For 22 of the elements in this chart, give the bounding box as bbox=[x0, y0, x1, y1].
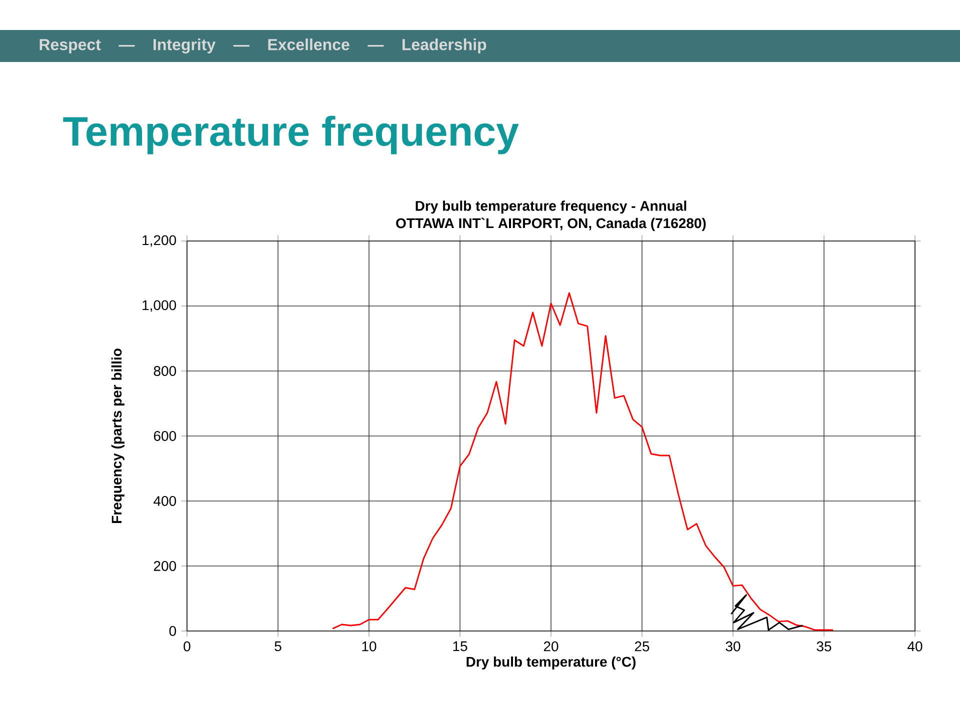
y-tick-label: 400 bbox=[154, 496, 176, 506]
x-tick-label: 10 bbox=[362, 641, 376, 652]
y-axis-title: Frequency (parts per billio bbox=[111, 348, 124, 523]
x-tick-label: 15 bbox=[453, 641, 468, 652]
y-tick-label: 600 bbox=[154, 431, 176, 441]
y-tick-label: 800 bbox=[154, 366, 176, 376]
x-tick-label: 40 bbox=[908, 641, 922, 652]
x-tick-label: 5 bbox=[274, 641, 282, 652]
x-tick-label: 0 bbox=[184, 641, 190, 652]
y-tick-label: 1,000 bbox=[142, 300, 176, 312]
chart-title: Temperature frequency bbox=[63, 116, 519, 154]
text: OTTAWA INT`L AIRPORT, ON, Canada (716280) bbox=[396, 218, 706, 231]
x-tick-label: 35 bbox=[816, 641, 832, 652]
y-tick-label: 1,200 bbox=[142, 235, 176, 247]
text: Respect — Integrity — Excellence — Leadership bbox=[40, 38, 486, 54]
y-tick-label: 0 bbox=[169, 626, 176, 636]
x-tick-label: 25 bbox=[634, 641, 650, 652]
x-tick-label: 30 bbox=[726, 641, 740, 652]
y-tick-label: 200 bbox=[154, 561, 176, 571]
x-axis-title: Dry bulb temperature (°C) bbox=[466, 656, 636, 670]
chart-subtitle: Dry bulb temperature frequency - Annual bbox=[416, 200, 686, 214]
x-tick-label: 20 bbox=[544, 641, 558, 652]
